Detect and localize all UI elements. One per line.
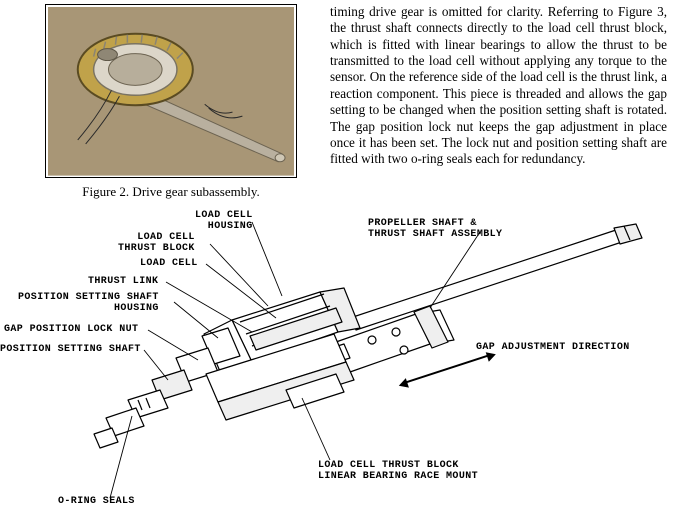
figure-2-photo bbox=[45, 4, 297, 178]
label-gap-pos-lock-nut: GAP POSITION LOCK NUT bbox=[4, 324, 138, 335]
label-load-cell-thrust-block: LOAD CELLTHRUST BLOCK bbox=[118, 232, 195, 254]
figure-2-caption: Figure 2. Drive gear subassembly. bbox=[82, 184, 260, 200]
label-lctb-linear: LOAD CELL THRUST BLOCKLINEAR BEARING RAC… bbox=[318, 460, 478, 482]
body-paragraph: timing drive gear is omitted for clarity… bbox=[330, 4, 667, 168]
figure-3-diagram: LOAD CELLHOUSING LOAD CELLTHRUST BLOCK L… bbox=[0, 202, 689, 507]
drive-gear-photo-svg bbox=[48, 7, 294, 176]
label-thrust-link: THRUST LINK bbox=[88, 276, 158, 287]
label-o-ring-seals: O-RING SEALS bbox=[58, 496, 135, 507]
label-prop-thrust-asm: PROPELLER SHAFT &THRUST SHAFT ASSEMBLY bbox=[368, 218, 502, 240]
figure-2-block: Figure 2. Drive gear subassembly. bbox=[30, 4, 312, 200]
label-pos-set-shaft-housing: POSITION SETTING SHAFTHOUSING bbox=[18, 292, 159, 314]
label-load-cell-housing: LOAD CELLHOUSING bbox=[195, 210, 253, 232]
label-load-cell: LOAD CELL bbox=[140, 258, 198, 269]
label-pos-set-shaft: POSITION SETTING SHAFT bbox=[0, 344, 141, 355]
label-gap-adj-dir: GAP ADJUSTMENT DIRECTION bbox=[476, 342, 630, 353]
